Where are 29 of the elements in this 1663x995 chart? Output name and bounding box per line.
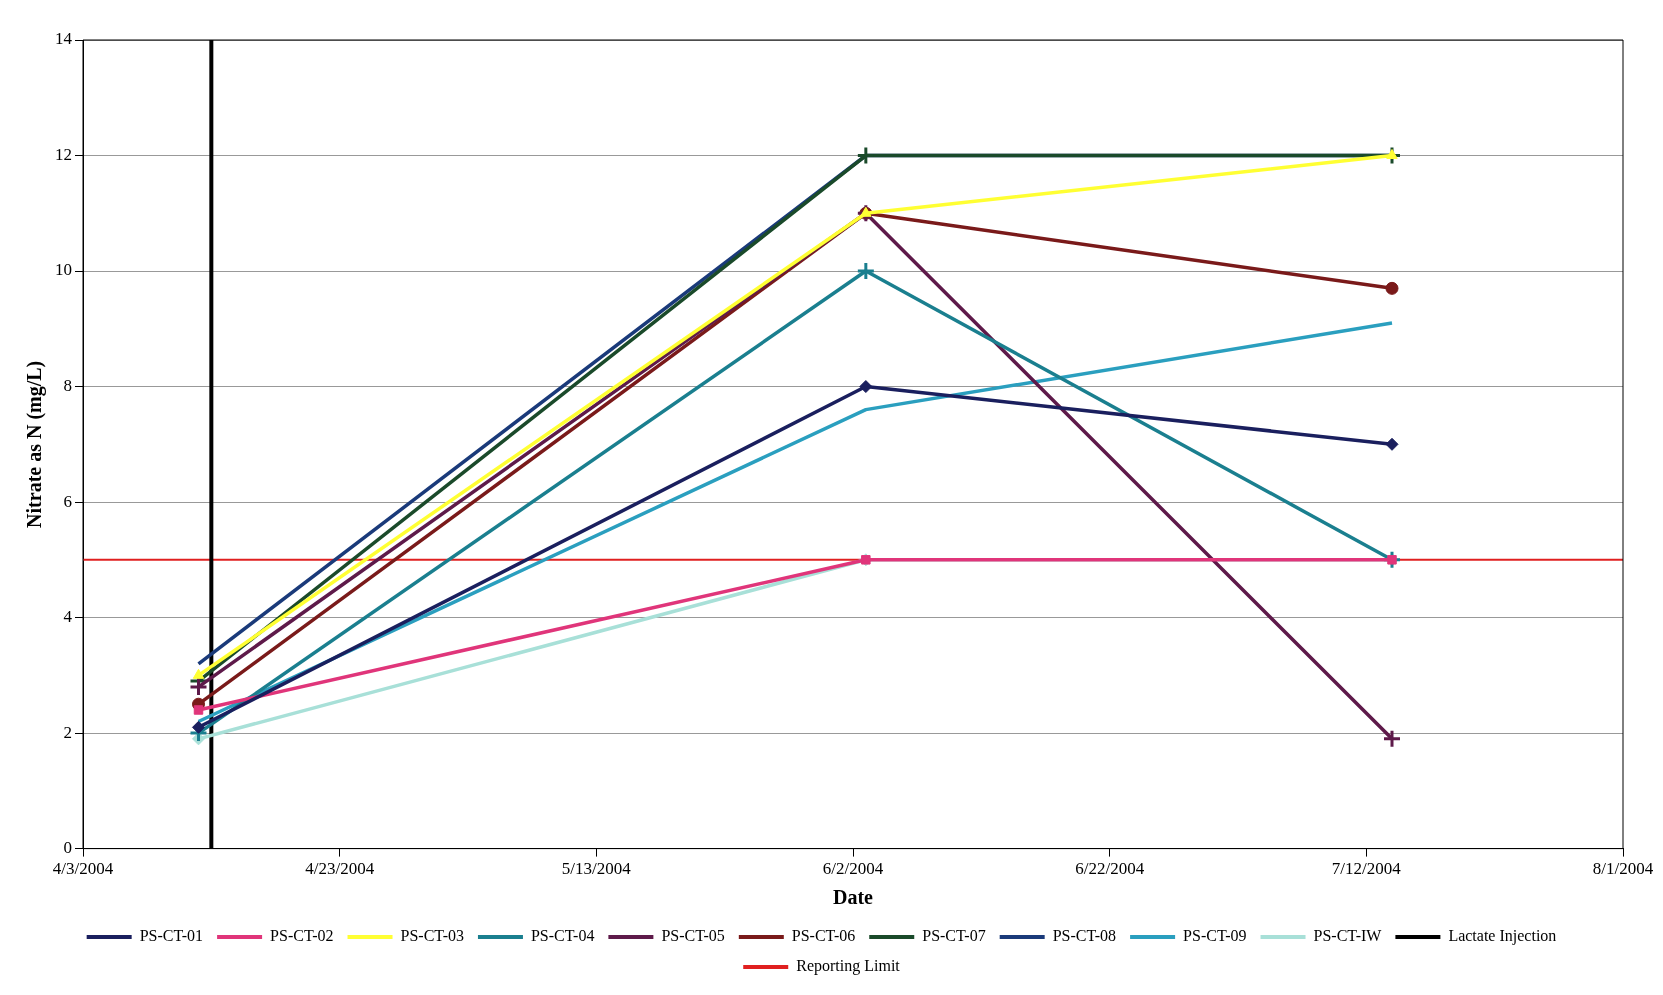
legend-label: Reporting Limit — [796, 957, 901, 976]
y-tick-label: 10 — [55, 260, 72, 280]
y-tick-label: 0 — [63, 838, 72, 858]
x-tick-label: 8/1/2004 — [1592, 859, 1654, 879]
x-tick-label: 4/3/2004 — [52, 859, 114, 879]
legend-label: PS-CT-03 — [400, 927, 464, 945]
legend-label: PS-CT-07 — [922, 927, 986, 945]
y-tick-label: 8 — [63, 376, 72, 396]
legend-label: PS-CT-02 — [270, 927, 334, 945]
legend-label: PS-CT-06 — [791, 927, 856, 945]
legend-label: PS-CT-04 — [530, 927, 595, 945]
x-tick-label: 4/23/2004 — [305, 859, 375, 879]
legend-label: PS-CT-08 — [1052, 927, 1117, 945]
legend-label: PS-CT-09 — [1183, 927, 1247, 945]
x-tick-label: 5/13/2004 — [561, 859, 632, 879]
y-tick-label: 4 — [63, 607, 73, 627]
y-tick-label: 12 — [55, 144, 72, 164]
legend-label: PS-CT-01 — [139, 927, 204, 945]
y-axis-title: Nitrate as N (mg/L) — [23, 360, 47, 528]
y-tick-label: 2 — [63, 722, 72, 742]
x-tick-label: 6/2/2004 — [822, 859, 884, 879]
x-axis-title: Date — [833, 886, 874, 909]
legend-label: PS-CT-05 — [661, 927, 725, 945]
x-tick-label: 6/22/2004 — [1075, 859, 1145, 879]
legend-label: Lactate Injection — [1448, 927, 1557, 946]
legend-label: PS-CT-IW — [1313, 927, 1383, 945]
y-tick-label: 14 — [55, 29, 73, 49]
x-tick-label: 7/12/2004 — [1331, 859, 1402, 879]
y-tick-label: 6 — [63, 491, 72, 511]
